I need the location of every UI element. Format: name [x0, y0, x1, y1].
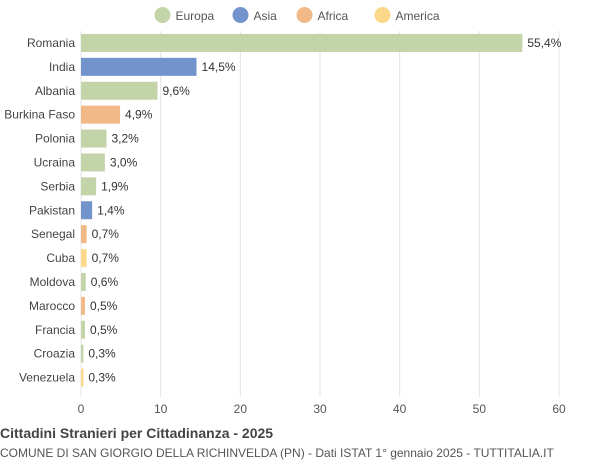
x-tick-label: 10	[154, 402, 168, 416]
value-label: 1,9%	[101, 179, 129, 193]
category-label: Venezuela	[19, 371, 75, 385]
value-label: 1,4%	[97, 203, 125, 217]
bar-francia	[81, 320, 85, 339]
value-label: 0,6%	[91, 275, 119, 289]
x-tick-label: 40	[393, 402, 407, 416]
bar-venezuela	[81, 368, 84, 387]
bar-moldova	[81, 272, 86, 291]
chart-title: Cittadini Stranieri per Cittadinanza - 2…	[0, 425, 274, 441]
x-tick-label: 0	[78, 402, 85, 416]
legend-swatch-asia	[232, 7, 249, 23]
legend-label: Africa	[318, 9, 349, 23]
x-tick-label: 60	[552, 402, 566, 416]
category-label: Croazia	[34, 347, 76, 361]
bar-polonia	[81, 129, 107, 148]
bar-cuba	[81, 249, 87, 268]
category-label: Polonia	[35, 132, 75, 146]
category-label: Francia	[35, 323, 75, 337]
bar-marocco	[81, 296, 85, 315]
value-label: 0,5%	[90, 323, 118, 337]
category-label: Cuba	[46, 251, 75, 265]
x-tick-label: 20	[234, 402, 248, 416]
x-tick-label: 30	[313, 402, 327, 416]
bar-croazia	[81, 344, 84, 363]
value-label: 0,7%	[92, 251, 120, 265]
legend-swatch-africa	[296, 7, 313, 23]
bar-serbia	[81, 177, 97, 196]
category-label: Moldova	[30, 275, 76, 289]
value-label: 3,2%	[111, 132, 139, 146]
category-label: Pakistan	[29, 203, 75, 217]
x-tick-label: 50	[473, 402, 487, 416]
category-label: Romania	[27, 36, 75, 50]
bar-burkina-faso	[81, 105, 121, 124]
value-label: 4,9%	[125, 108, 153, 122]
category-label: Burkina Faso	[4, 108, 75, 122]
legend-label: Asia	[254, 9, 278, 23]
legend-swatch-america	[374, 7, 391, 23]
category-label: Serbia	[40, 179, 75, 193]
value-label: 9,6%	[162, 84, 190, 98]
category-label: Marocco	[29, 299, 75, 313]
value-label: 0,3%	[88, 347, 116, 361]
value-label: 55,4%	[527, 36, 561, 50]
bar-ucraina	[81, 153, 105, 172]
legend-label: Europa	[176, 9, 215, 23]
value-label: 0,5%	[90, 299, 118, 313]
value-label: 3,0%	[110, 155, 138, 169]
chart: 0 10 20 30 40 50 60 Romania 55,4% India 14,5% Alban…	[4, 7, 566, 416]
bar-romania	[81, 33, 523, 52]
value-label: 0,3%	[88, 371, 116, 385]
legend-label: America	[396, 9, 440, 23]
value-label: 0,7%	[92, 227, 120, 241]
bar-senegal	[81, 225, 87, 244]
legend-swatch-europa	[154, 7, 171, 23]
category-label: Ucraina	[34, 155, 76, 169]
bar-pakistan	[81, 201, 93, 220]
bar-india	[81, 57, 197, 76]
category-label: Albania	[35, 84, 75, 98]
category-label: Senegal	[31, 227, 75, 241]
category-label: India	[49, 60, 75, 74]
bar-albania	[81, 81, 158, 100]
value-label: 14,5%	[202, 60, 236, 74]
chart-subtitle: COMUNE DI SAN GIORGIO DELLA RICHINVELDA …	[0, 446, 554, 460]
